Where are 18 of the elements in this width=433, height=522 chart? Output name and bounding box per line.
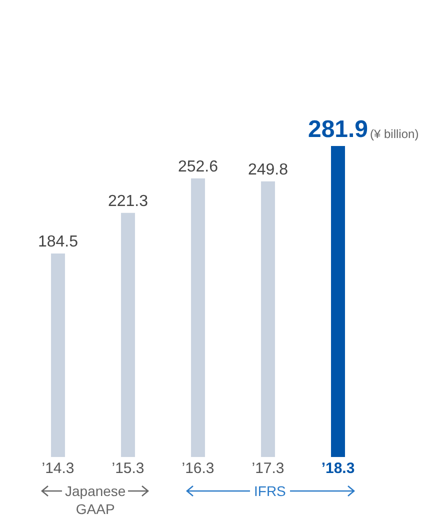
data-label: 252.6 bbox=[178, 158, 218, 176]
x-tick-label: ’14.3 bbox=[42, 460, 74, 477]
bar bbox=[331, 146, 345, 457]
data-label: 184.5 bbox=[38, 233, 78, 250]
bar bbox=[121, 212, 135, 457]
bar bbox=[51, 253, 65, 457]
x-tick-label: ’18.3 bbox=[321, 460, 355, 477]
data-label: 221.3 bbox=[108, 192, 148, 210]
x-tick-label: ’16.3 bbox=[182, 460, 214, 477]
text: Japanese GAAP bbox=[65, 483, 126, 518]
x-tick-label: ’17.3 bbox=[252, 460, 284, 477]
data-label: 281.9 bbox=[308, 116, 368, 143]
x-tick-label: ’15.3 bbox=[112, 460, 144, 477]
text: (¥ billion) bbox=[370, 127, 419, 141]
bar bbox=[191, 178, 205, 457]
text: IFRS bbox=[254, 483, 286, 499]
data-label: 249.8 bbox=[248, 161, 288, 178]
bar bbox=[261, 181, 275, 457]
